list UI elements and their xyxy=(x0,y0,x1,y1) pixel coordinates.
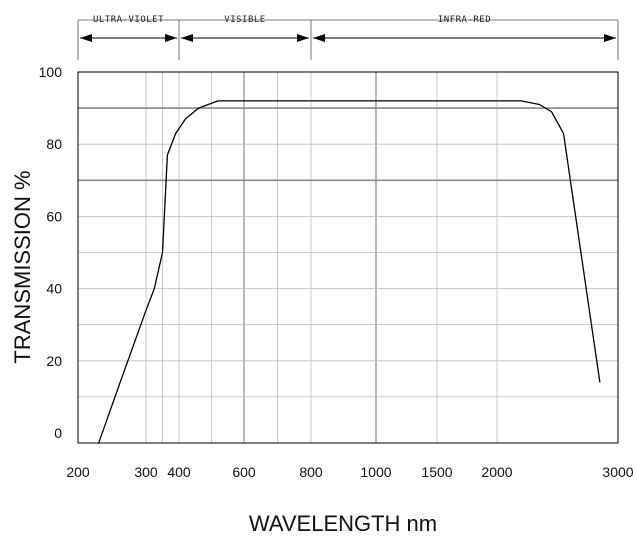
x-tick-labels: 200 300 400 600 800 1000 1500 2000 3000 xyxy=(66,464,633,480)
x-tick-label: 300 xyxy=(134,464,158,480)
band-label: VISIBLE xyxy=(224,15,265,25)
x-tick-label: 200 xyxy=(66,464,90,480)
plot-frame xyxy=(77,71,619,444)
y-tick-labels: 0 20 40 60 80 100 xyxy=(39,64,63,441)
series-line-transmission xyxy=(97,100,601,445)
band-arrowhead xyxy=(80,34,92,42)
x-tick-label: 1500 xyxy=(421,464,452,480)
grid xyxy=(78,72,618,443)
series-layer xyxy=(97,100,601,445)
x-tick-label: 2000 xyxy=(481,464,512,480)
y-tick-label: 40 xyxy=(46,281,62,297)
band-label: ULTRA-VIOLET xyxy=(93,15,164,25)
band-arrowhead xyxy=(165,34,177,42)
y-tick-label: 100 xyxy=(39,64,63,80)
x-tick-label: 400 xyxy=(167,464,191,480)
y-tick-label: 60 xyxy=(46,208,62,224)
band-arrowhead xyxy=(181,34,193,42)
x-axis-label: WAVELENGTH nm xyxy=(249,511,437,536)
x-tick-label: 600 xyxy=(232,464,256,480)
y-tick-label: 0 xyxy=(54,425,62,441)
band-arrowhead xyxy=(313,34,325,42)
band-label: INFRA-RED xyxy=(438,15,491,25)
spectral-bands: ULTRA-VIOLET VISIBLE INFRA-RED xyxy=(77,15,619,60)
y-tick-label: 80 xyxy=(46,136,62,152)
x-tick-label: 800 xyxy=(299,464,323,480)
x-tick-label: 3000 xyxy=(602,464,633,480)
band-arrowhead xyxy=(297,34,309,42)
band-arrowhead xyxy=(604,34,616,42)
y-axis-label: TRANSMISSION % xyxy=(10,170,35,363)
y-tick-label: 20 xyxy=(46,353,62,369)
x-tick-label: 1000 xyxy=(360,464,391,480)
